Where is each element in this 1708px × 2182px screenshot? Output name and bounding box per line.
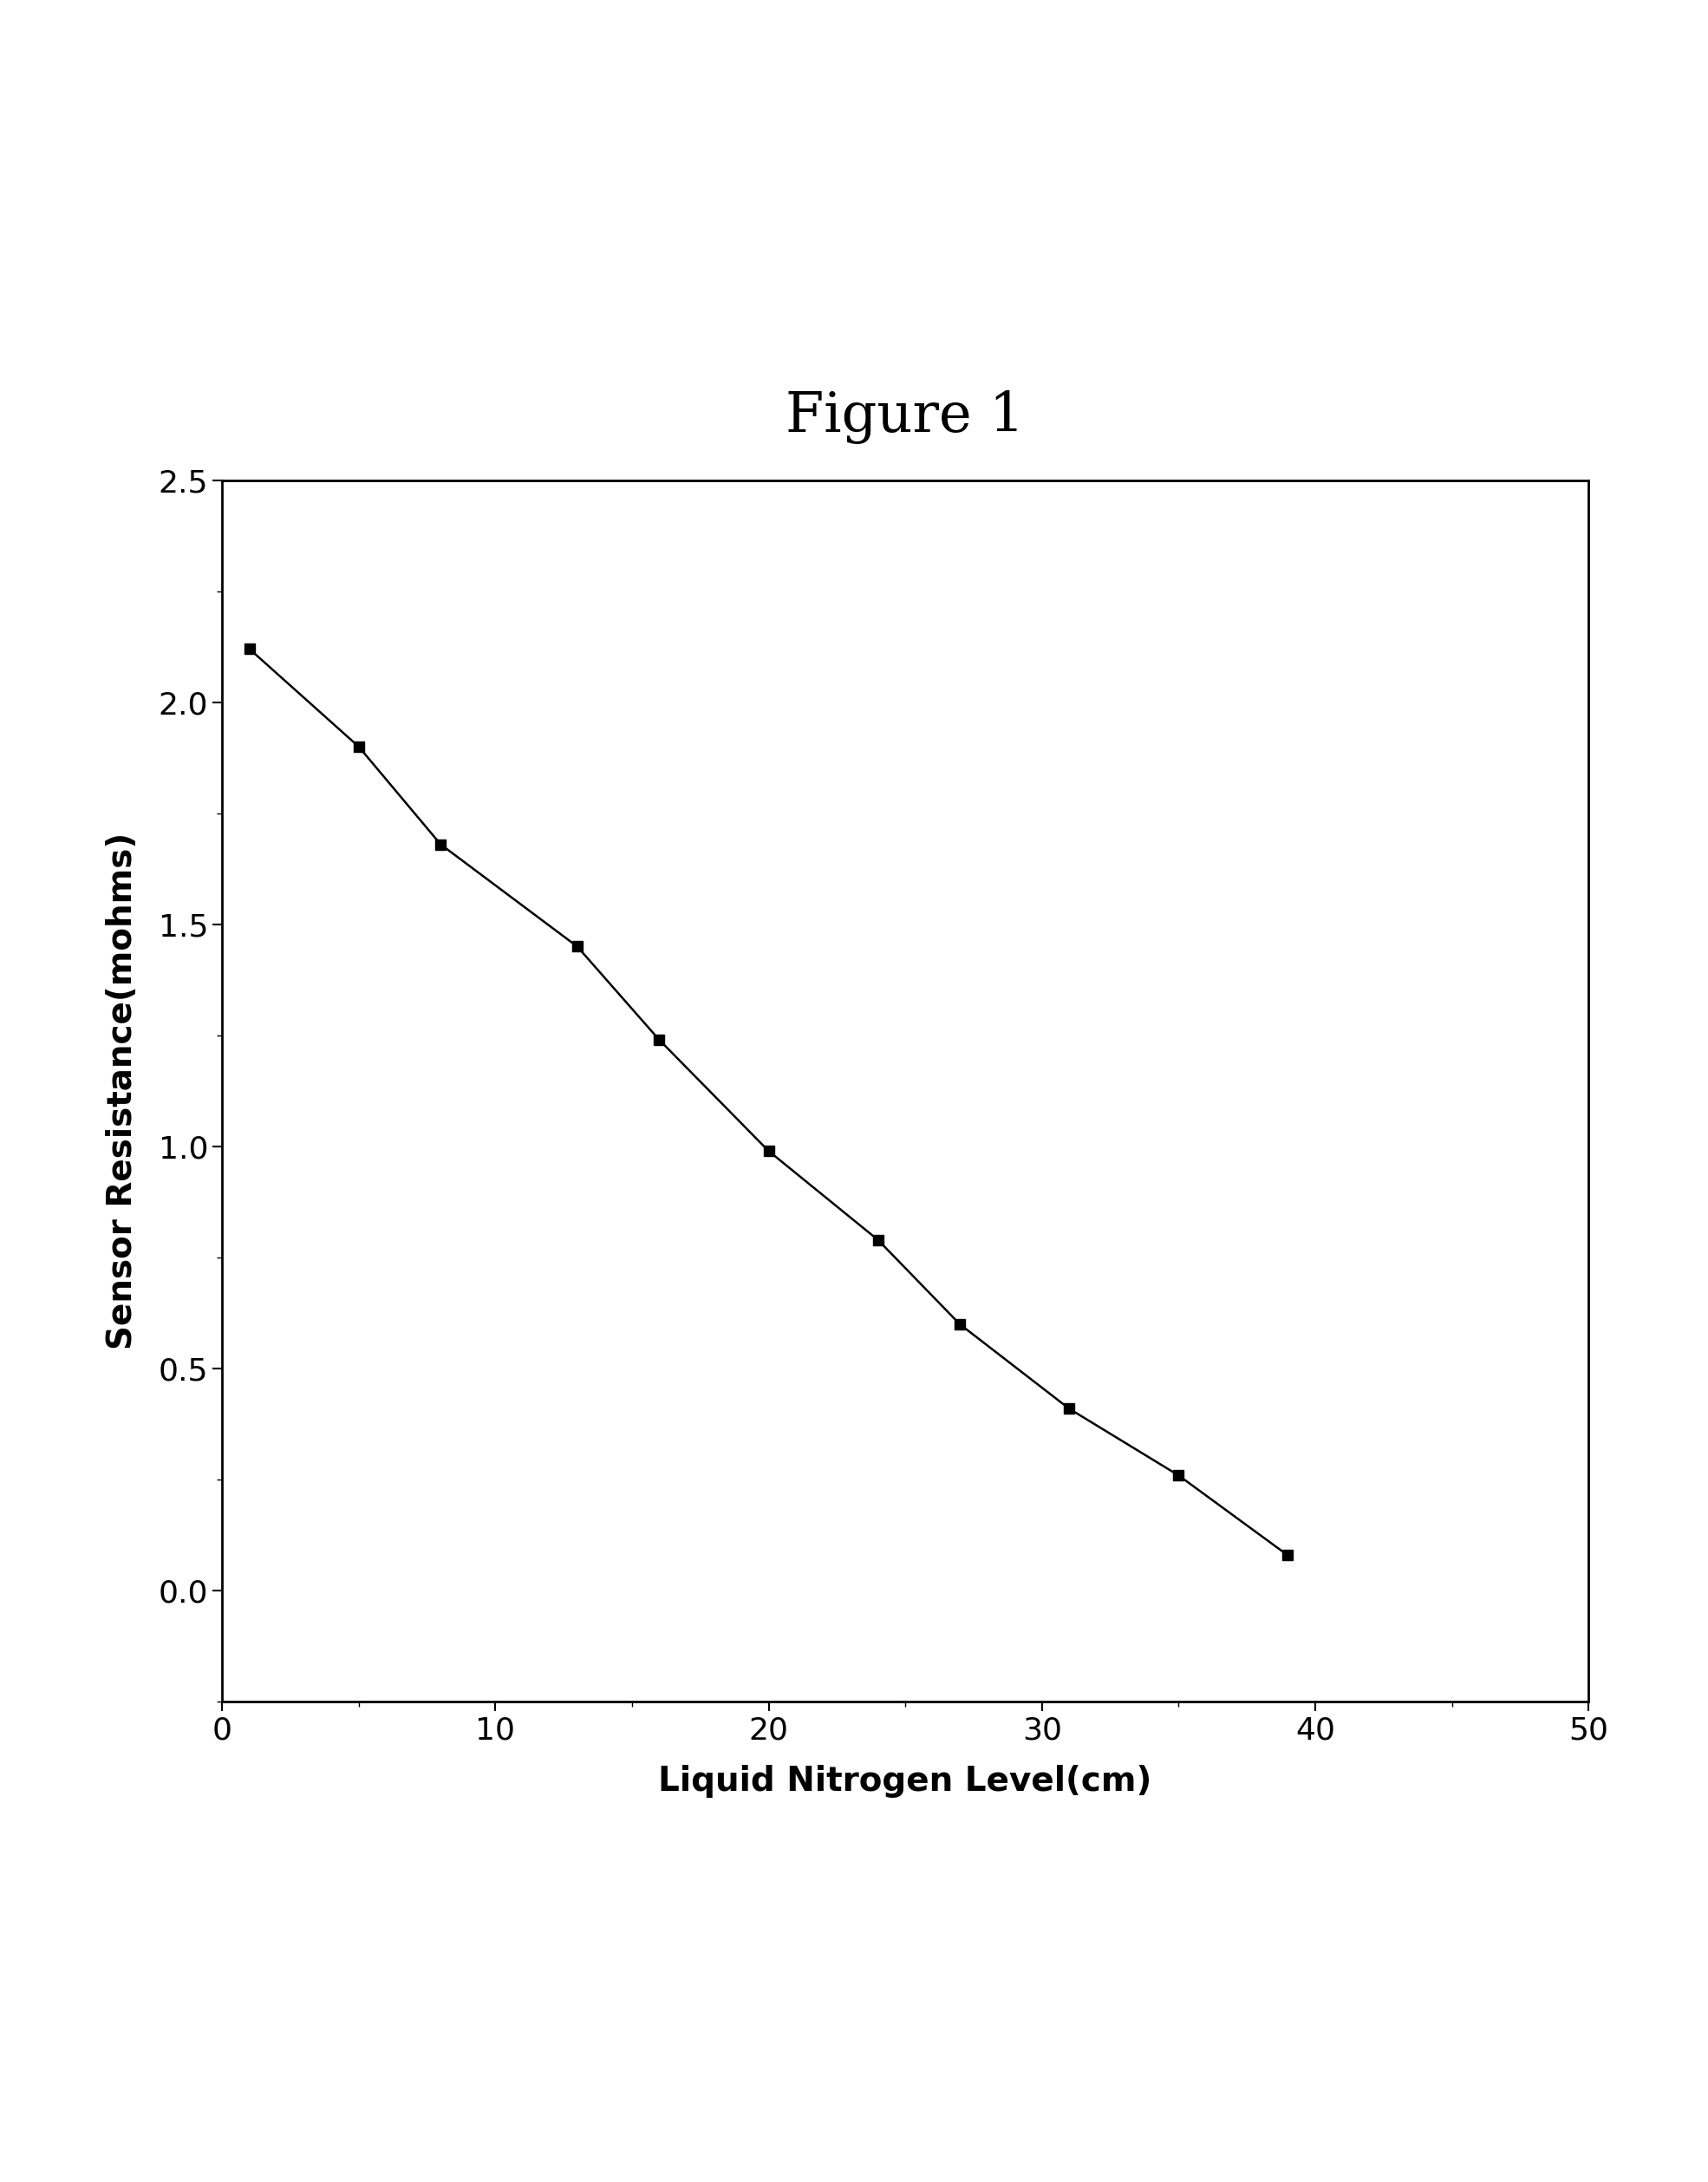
Title: Figure 1: Figure 1 [786, 391, 1025, 443]
X-axis label: Liquid Nitrogen Level(cm): Liquid Nitrogen Level(cm) [658, 1765, 1153, 1798]
Y-axis label: Sensor Resistance(mohms): Sensor Resistance(mohms) [106, 834, 138, 1348]
